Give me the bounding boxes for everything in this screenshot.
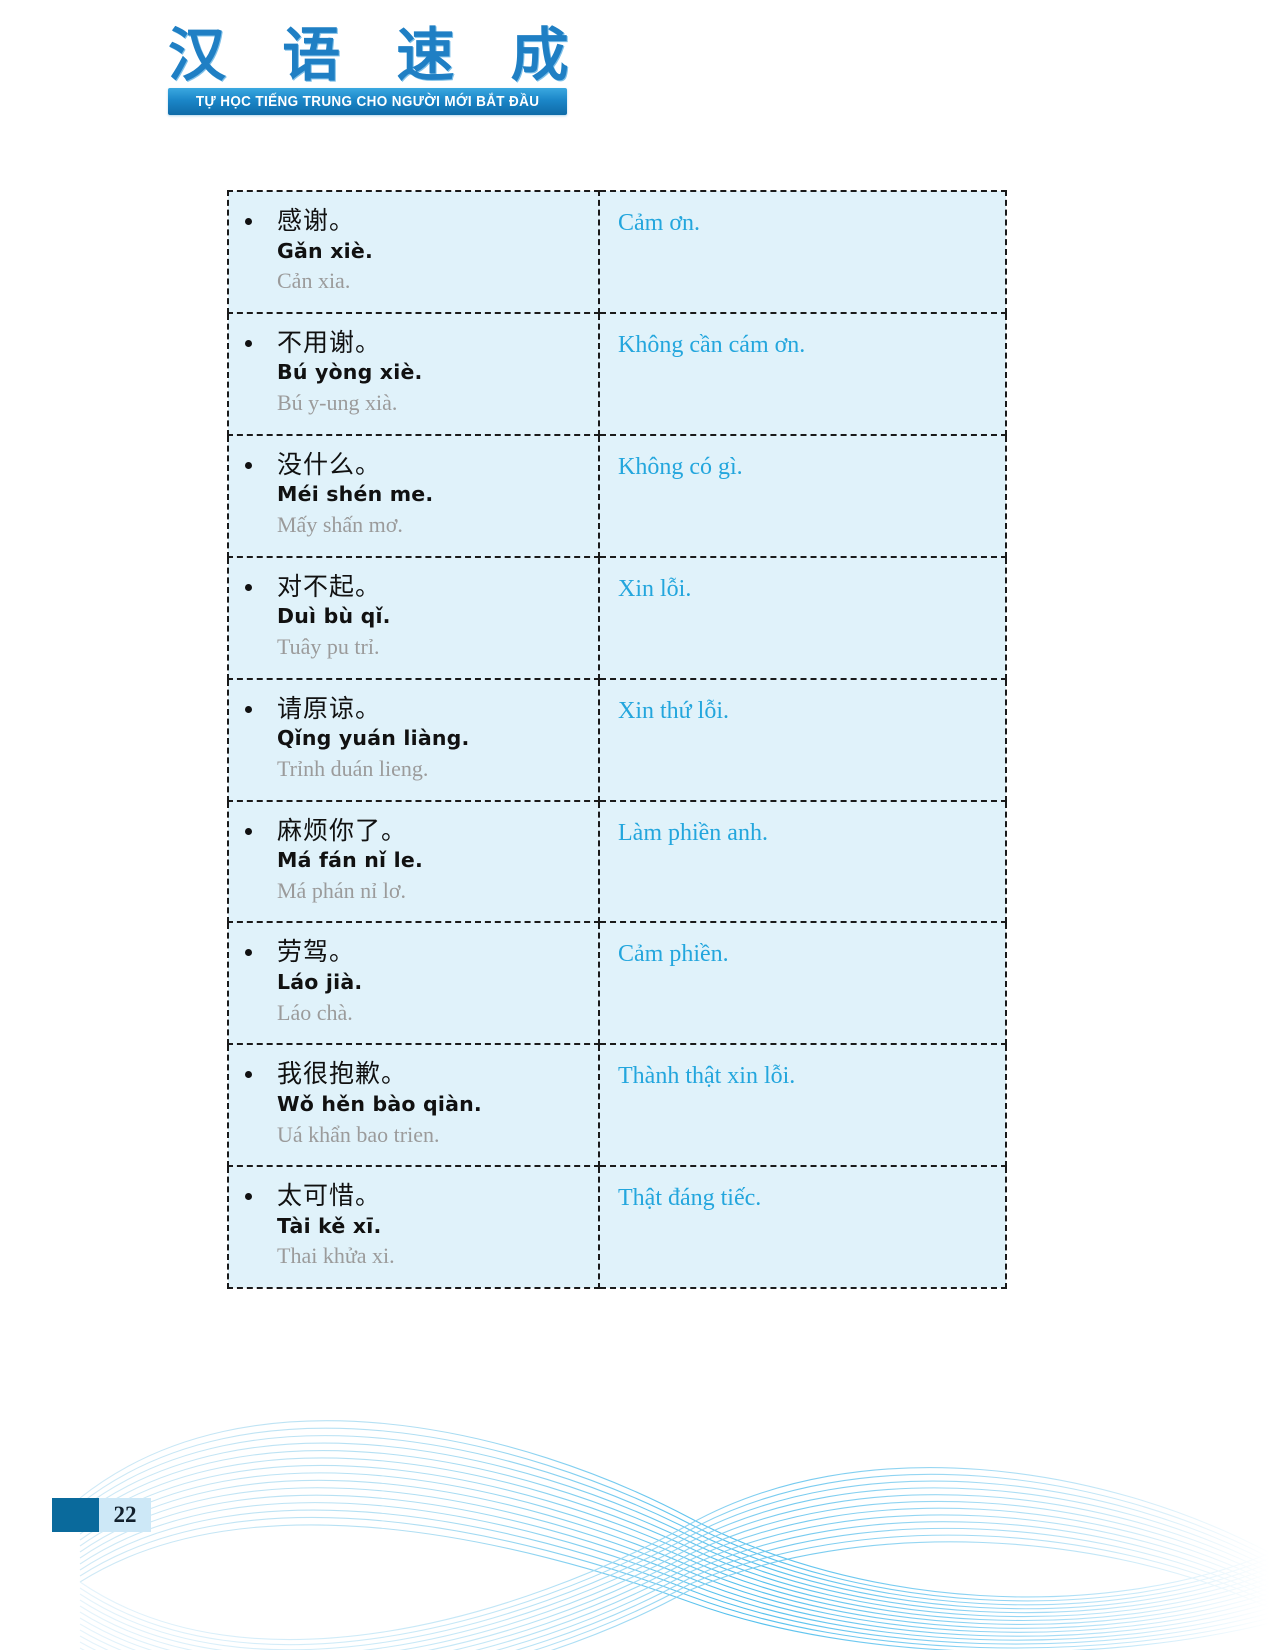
table-row: 请原谅。 Qǐng yuán liàng. Trỉnh duán lieng. … <box>227 677 1007 802</box>
footer-accent-block <box>52 1498 99 1532</box>
chinese-cell: 没什么。 Méi shén me. Mấy shấn mơ. <box>227 433 600 558</box>
chinese-cell: 麻烦你了。 Má fán nǐ le. Má phán nỉ lơ. <box>227 799 600 924</box>
vietnamese-cell: Xin thứ lỗi. <box>598 677 1007 802</box>
hanzi-text: 劳驾。 <box>277 937 356 967</box>
vietnamese-text: Làm phiền anh. <box>618 819 768 846</box>
hanzi-text: 没什么。 <box>277 449 382 479</box>
vietnamese-cell: Thành thật xin lỗi. <box>598 1043 1007 1168</box>
table-row: 不用谢。 Bú yòng xiè. Bú y-ung xià. Không cầ… <box>227 311 1007 436</box>
vietnamese-cell: Không cần cám ơn. <box>598 311 1007 436</box>
translit-text: Mấy shấn mơ. <box>277 512 403 538</box>
translit-text: Thai khửa xi. <box>277 1243 395 1269</box>
table-row: 太可惜。 Tài kě xī. Thai khửa xi. Thật đáng … <box>227 1165 1007 1290</box>
book-title: 汉 语 速 成 <box>168 21 587 89</box>
vietnamese-text: Cảm ơn. <box>618 210 701 236</box>
translit-text: Cản xia. <box>277 268 351 294</box>
table-row: 没什么。 Méi shén me. Mấy shấn mơ. Không có … <box>227 433 1007 558</box>
pinyin-text: Wǒ hěn bào qiàn. <box>277 1091 482 1116</box>
vietnamese-text: Cảm phiền. <box>618 941 729 968</box>
chinese-cell: 太可惜。 Tài kě xī. Thai khửa xi. <box>227 1165 600 1290</box>
pinyin-text: Bú yòng xiè. <box>277 360 423 385</box>
table-row: 劳驾。 Láo jià. Láo chà. Cảm phiền. <box>227 921 1007 1046</box>
chinese-cell: 我很抱歉。 Wǒ hěn bào qiàn. Uá khẩn bao trien… <box>227 1043 600 1168</box>
hanzi-text: 我很抱歉。 <box>277 1059 408 1089</box>
vietnamese-cell: Làm phiền anh. <box>598 799 1007 924</box>
bullet-icon <box>245 218 252 225</box>
hanzi-text: 麻烦你了。 <box>277 815 408 845</box>
vietnamese-cell: Cảm ơn. <box>598 190 1007 314</box>
bullet-icon <box>245 339 252 347</box>
vietnamese-text: Không có gì. <box>618 453 743 480</box>
page-footer: 22 <box>52 1498 151 1532</box>
bullet-icon <box>245 461 252 469</box>
vietnamese-text: Thành thật xin lỗi. <box>618 1063 796 1090</box>
chinese-cell: 劳驾。 Láo jià. Láo chà. <box>227 921 600 1046</box>
vietnamese-cell: Xin lỗi. <box>598 555 1007 680</box>
vietnamese-cell: Thật đáng tiếc. <box>598 1165 1007 1290</box>
phrase-table: 感谢。 Gǎn xiè. Cản xia. Cảm ơn. 不用谢。 Bú yò… <box>227 190 1007 1290</box>
table-row: 感谢。 Gǎn xiè. Cản xia. Cảm ơn. <box>227 190 1007 314</box>
pinyin-text: Tài kě xī. <box>277 1213 382 1238</box>
translit-text: Bú y-ung xià. <box>277 390 398 416</box>
table-row: 我很抱歉。 Wǒ hěn bào qiàn. Uá khẩn bao trien… <box>227 1043 1007 1168</box>
pinyin-text: Má fán nǐ le. <box>277 848 423 873</box>
hanzi-text: 感谢。 <box>277 206 356 235</box>
bullet-icon <box>245 1193 252 1201</box>
phrase-table-body: 感谢。 Gǎn xiè. Cản xia. Cảm ơn. 不用谢。 Bú yò… <box>227 190 1007 1290</box>
bullet-icon <box>245 705 252 713</box>
bullet-icon <box>245 949 252 957</box>
pinyin-text: Duì bù qǐ. <box>277 604 391 629</box>
masthead: 汉 语 速 成 TỰ HỌC TIẾNG TRUNG CHO NGƯỜI MỚI… <box>168 26 588 115</box>
vietnamese-cell: Không có gì. <box>598 433 1007 558</box>
translit-text: Trỉnh duán lieng. <box>277 755 429 781</box>
wave-decoration <box>79 1420 1271 1650</box>
hanzi-text: 太可惜。 <box>277 1181 382 1211</box>
chinese-cell: 感谢。 Gǎn xiè. Cản xia. <box>227 190 600 314</box>
book-subtitle: TỰ HỌC TIẾNG TRUNG CHO NGƯỜI MỚI BẮT ĐẦU <box>195 93 540 110</box>
vietnamese-text: Xin lỗi. <box>618 575 692 602</box>
vietnamese-text: Không cần cám ơn. <box>618 331 806 358</box>
chinese-cell: 不用谢。 Bú yòng xiè. Bú y-ung xià. <box>227 311 600 436</box>
vietnamese-cell: Cảm phiền. <box>598 921 1007 1046</box>
hanzi-text: 请原谅。 <box>277 693 382 723</box>
masthead-ribbon: TỰ HỌC TIẾNG TRUNG CHO NGƯỜI MỚI BẮT ĐẦU <box>168 88 567 115</box>
chinese-cell: 请原谅。 Qǐng yuán liàng. Trỉnh duán lieng. <box>227 677 600 802</box>
vietnamese-text: Xin thứ lỗi. <box>618 697 730 724</box>
vietnamese-text: Thật đáng tiếc. <box>618 1185 762 1212</box>
bullet-icon <box>245 1071 252 1079</box>
pinyin-text: Qǐng yuán liàng. <box>277 726 470 751</box>
page-number: 22 <box>99 1498 151 1532</box>
bullet-icon <box>245 827 252 835</box>
hanzi-text: 对不起。 <box>277 571 382 601</box>
hanzi-text: 不用谢。 <box>277 327 382 357</box>
pinyin-text: Méi shén me. <box>277 482 434 507</box>
pinyin-text: Gǎn xiè. <box>277 238 373 263</box>
bullet-icon <box>245 583 252 591</box>
chinese-cell: 对不起。 Duì bù qǐ. Tuây pu trỉ. <box>227 555 600 680</box>
translit-text: Láo chà. <box>277 999 353 1025</box>
table-row: 对不起。 Duì bù qǐ. Tuây pu trỉ. Xin lỗi. <box>227 555 1007 680</box>
table-row: 麻烦你了。 Má fán nǐ le. Má phán nỉ lơ. Làm p… <box>227 799 1007 924</box>
translit-text: Má phán nỉ lơ. <box>277 877 406 903</box>
pinyin-text: Láo jià. <box>277 969 363 994</box>
translit-text: Tuây pu trỉ. <box>277 633 380 659</box>
translit-text: Uá khẩn bao trien. <box>277 1121 440 1147</box>
